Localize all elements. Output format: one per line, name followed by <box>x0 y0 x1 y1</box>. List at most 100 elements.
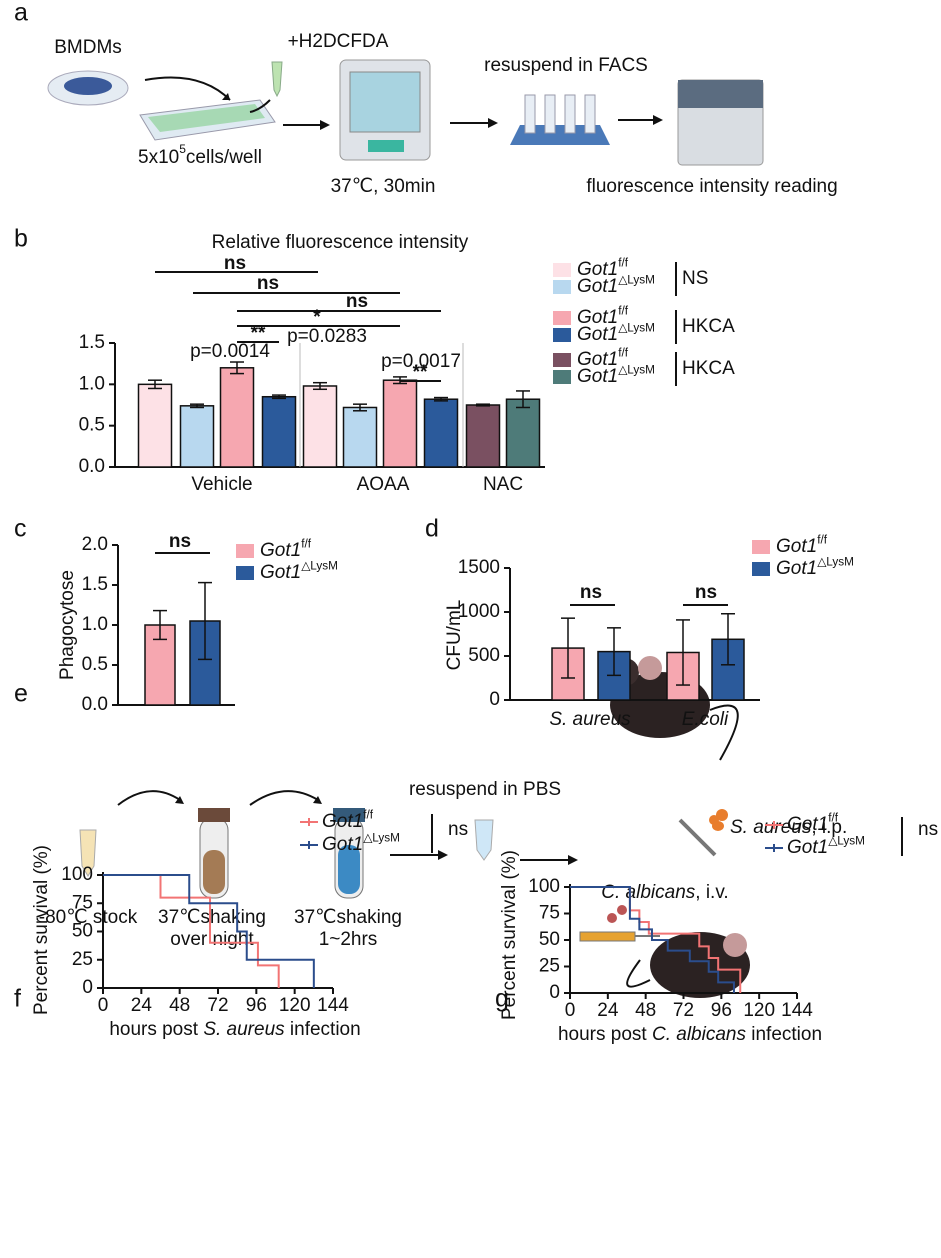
legend-label: Got1△LysM <box>776 555 854 579</box>
error-bar <box>516 390 530 409</box>
bar <box>189 620 221 706</box>
bar <box>382 379 418 468</box>
annotation: ns <box>169 531 191 552</box>
bar <box>505 398 541 468</box>
density-base: 5x10 <box>138 147 179 168</box>
legend-swatch <box>553 263 571 277</box>
legend-swatch <box>752 562 770 576</box>
panel-label: b <box>14 225 28 253</box>
legend-sup: f/f <box>817 533 828 546</box>
legend-label: Got1f/f <box>577 304 629 328</box>
error-bar <box>230 361 244 375</box>
y-tick-label: 75 <box>72 892 93 913</box>
y-tick-label: 0.0 <box>82 694 108 715</box>
legend-swatch <box>553 353 571 367</box>
legend-swatch <box>553 328 571 342</box>
x-tick-label: 120 <box>279 995 311 1016</box>
y-tick-label: 1.0 <box>79 373 105 394</box>
x-axis-label: hours post C. albicans infection <box>558 1024 822 1045</box>
x-axis-label-part: hours post <box>558 1024 652 1045</box>
legend-label: Got1△LysM <box>260 559 338 583</box>
resuspend-pbs: resuspend in PBS <box>409 779 561 800</box>
legend-group: NS <box>682 268 708 289</box>
y-tick-label: 25 <box>72 949 93 970</box>
annotation: * <box>313 307 321 328</box>
sa-route: , i.p. <box>811 817 847 838</box>
legend-sup: △LysM <box>618 321 655 334</box>
legend-name: Got1 <box>322 811 363 832</box>
legend-label: Got1△LysM <box>577 363 655 387</box>
y-tick-label: 50 <box>539 929 560 950</box>
density-exp: 5 <box>179 142 186 156</box>
legend-sup: △LysM <box>301 559 338 572</box>
y-tick-label: 1500 <box>458 557 500 578</box>
legend-label: Got1f/f <box>322 808 374 832</box>
x-tick-label: Vehicle <box>191 474 252 495</box>
x-tick-label: 120 <box>743 1000 775 1021</box>
survival-line <box>103 874 315 988</box>
survival-line <box>570 886 735 993</box>
error-bar <box>434 396 448 402</box>
short-2: 1~2hrs <box>319 929 378 950</box>
y-tick-label: 100 <box>61 864 93 885</box>
panel-label: e <box>14 680 28 708</box>
cells: BMDMs <box>54 37 122 58</box>
y-tick-label: 0 <box>549 982 560 1003</box>
panel-label: c <box>14 515 27 543</box>
x-axis-label: hours post S. aureus infection <box>109 1019 360 1040</box>
y-tick-label: 0.5 <box>79 415 105 436</box>
legend-name: Got1 <box>577 324 618 345</box>
ca-label: C. albicans, i.v. <box>601 882 728 903</box>
legend-label: Got1△LysM <box>577 321 655 345</box>
stock: -80℃ stock <box>39 907 138 928</box>
x-tick-label: 72 <box>673 1000 694 1021</box>
error-bar <box>272 394 286 400</box>
legend-swatch <box>553 311 571 325</box>
legend-name: Got1 <box>577 307 618 328</box>
legend-label: Got1△LysM <box>577 273 655 297</box>
error-bar <box>476 403 490 407</box>
annotation: ** <box>413 362 428 383</box>
y-tick-label: 0.5 <box>82 654 108 675</box>
error-bar <box>353 403 367 412</box>
x-tick-label: 144 <box>781 1000 813 1021</box>
error-bar <box>676 619 690 686</box>
bar <box>261 395 297 468</box>
legend-note: ns <box>448 819 468 840</box>
survival-line <box>570 886 742 993</box>
x-axis-label-part: C. albicans <box>652 1024 746 1045</box>
legend-name: Got1 <box>787 837 828 858</box>
x-tick-label: 144 <box>317 995 349 1016</box>
legend-sup: f/f <box>618 346 629 359</box>
panel-label: d <box>425 515 439 543</box>
y-tick-label: 1.0 <box>82 614 108 635</box>
legend-name: Got1 <box>577 349 618 370</box>
sa-name: S. aureus <box>730 817 812 838</box>
legend-name: Got1 <box>787 814 828 835</box>
bar <box>137 383 173 468</box>
density-unit: cells/well <box>186 147 262 168</box>
legend-sup: f/f <box>618 304 629 317</box>
legend-sup: △LysM <box>618 363 655 376</box>
x-tick-label: S. aureus <box>549 709 631 730</box>
overnight-1: 37℃shaking <box>158 907 266 928</box>
x-tick-label: E.coli <box>682 709 729 730</box>
error-bar <box>607 627 621 677</box>
legend-sup: f/f <box>363 808 374 821</box>
y-tick-label: 2.0 <box>82 534 108 555</box>
legend-swatch <box>553 370 571 384</box>
legend-swatch <box>236 566 254 580</box>
legend-name: Got1 <box>577 259 618 280</box>
legend-sup: f/f <box>301 537 312 550</box>
annotation: ns <box>580 582 602 603</box>
x-tick-label: 96 <box>246 995 267 1016</box>
y-tick-label: 0 <box>82 977 93 998</box>
bar <box>179 405 215 468</box>
y-axis-label: Phagocytose <box>57 570 78 680</box>
x-tick-label: 0 <box>98 995 109 1016</box>
annotation: ns <box>224 253 246 274</box>
y-tick-label: 50 <box>72 921 93 942</box>
y-tick-label: 1.5 <box>82 574 108 595</box>
short-1: 37℃shaking <box>294 907 402 928</box>
